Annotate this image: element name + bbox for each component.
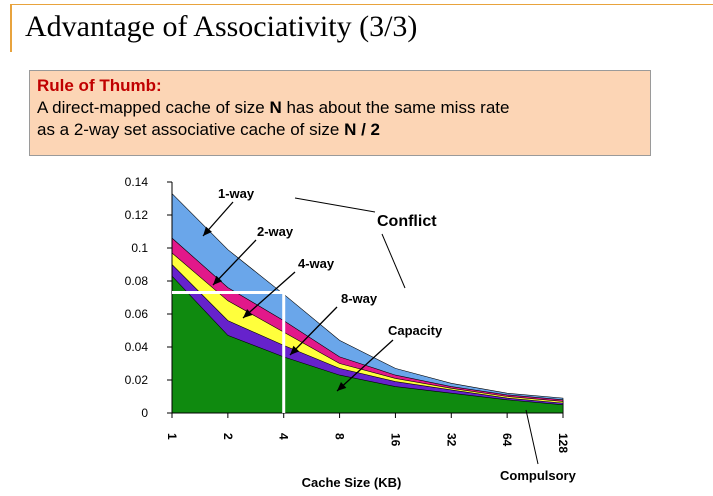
y-tick-label: 0.06 — [125, 307, 149, 321]
rule-heading: Rule of Thumb: — [37, 76, 162, 95]
label-4-way: 4-way — [298, 256, 335, 271]
x-tick-label: 1 — [165, 433, 179, 440]
label-8-way: 8-way — [341, 291, 378, 306]
label-capacity: Capacity — [388, 323, 443, 338]
arrow-4-way-shaft — [242, 271, 296, 319]
x-tick-label: 128 — [556, 433, 570, 453]
y-tick-label: 0.04 — [125, 340, 149, 354]
arrow-2-way — [212, 239, 257, 286]
chart-axes: 0 0.02 0.04 0.06 0.08 0.1 0.12 0.14 1 2 4 8 16 32 64 12… — [125, 175, 570, 490]
area-capacity — [171, 275, 564, 414]
arrow-1-way-head — [203, 226, 212, 236]
x-axis-label: Cache Size (KB) — [302, 475, 402, 490]
rule-line-1-pre: A direct-mapped cache of size — [37, 98, 270, 117]
chart-areas — [171, 192, 564, 414]
x-tick-label: 64 — [500, 433, 514, 447]
slide-title: Advantage of Associativity (3/3) — [25, 10, 418, 43]
rule-line-2-pre: as a 2-way set associative cache of size — [37, 120, 345, 139]
rule-line-1-bold: N — [269, 98, 282, 117]
rule-line-2: as a 2-way set associative cache of size… — [37, 119, 643, 141]
arrow-8-way-head — [290, 345, 300, 355]
y-tick-label: 0 — [141, 406, 148, 420]
arrow-capacity-head — [337, 381, 347, 391]
conflict-line-top — [294, 197, 376, 213]
x-tick-label: 2 — [221, 433, 235, 440]
title-rule — [10, 4, 713, 5]
rule-line-1-post: has about the same miss rate — [281, 98, 510, 117]
compulsory-line — [525, 409, 539, 465]
arrow-2-way-shaft — [212, 239, 257, 286]
label-2-way: 2-way — [257, 224, 294, 239]
label-1-way: 1-way — [218, 186, 255, 201]
y-tick-label: 0.14 — [125, 175, 149, 189]
y-tick-label: 0.02 — [125, 373, 149, 387]
arrow-1-way — [202, 201, 234, 237]
conflict-line-bottom — [381, 233, 406, 289]
rule-line-1: A direct-mapped cache of size N has abou… — [37, 97, 643, 119]
label-compulsory: Compulsory — [500, 468, 577, 483]
rule-line-2-bold: N / 2 — [344, 120, 380, 139]
arrow-4-way — [242, 271, 296, 319]
arrow-2-way-head — [213, 275, 223, 285]
arrow-8-way-shaft — [289, 306, 338, 356]
arrow-capacity-shaft — [336, 339, 394, 392]
arrow-capacity — [336, 339, 394, 392]
label-conflict: Conflict — [377, 213, 437, 230]
x-tick-label: 4 — [277, 433, 291, 440]
arrow-8-way — [289, 306, 338, 356]
rule-of-thumb-box: Rule of Thumb: A direct-mapped cache of … — [29, 70, 651, 156]
x-tick-label: 32 — [444, 433, 458, 447]
title-bar: Advantage of Associativity (3/3) — [0, 0, 713, 58]
y-tick-label: 0.12 — [125, 208, 149, 222]
chart-annotations: 1-way 2-way 4-way 8-way Conflict Capacity Comp… — [202, 186, 577, 483]
title-accent-bar — [10, 4, 12, 52]
y-tick-label: 0.08 — [125, 274, 149, 288]
arrow-4-way-head — [243, 309, 253, 318]
reference-lines — [172, 291, 286, 413]
y-tick-label: 0.1 — [131, 241, 148, 255]
x-tick-label: 16 — [388, 433, 402, 447]
x-tick-label: 8 — [333, 433, 347, 440]
